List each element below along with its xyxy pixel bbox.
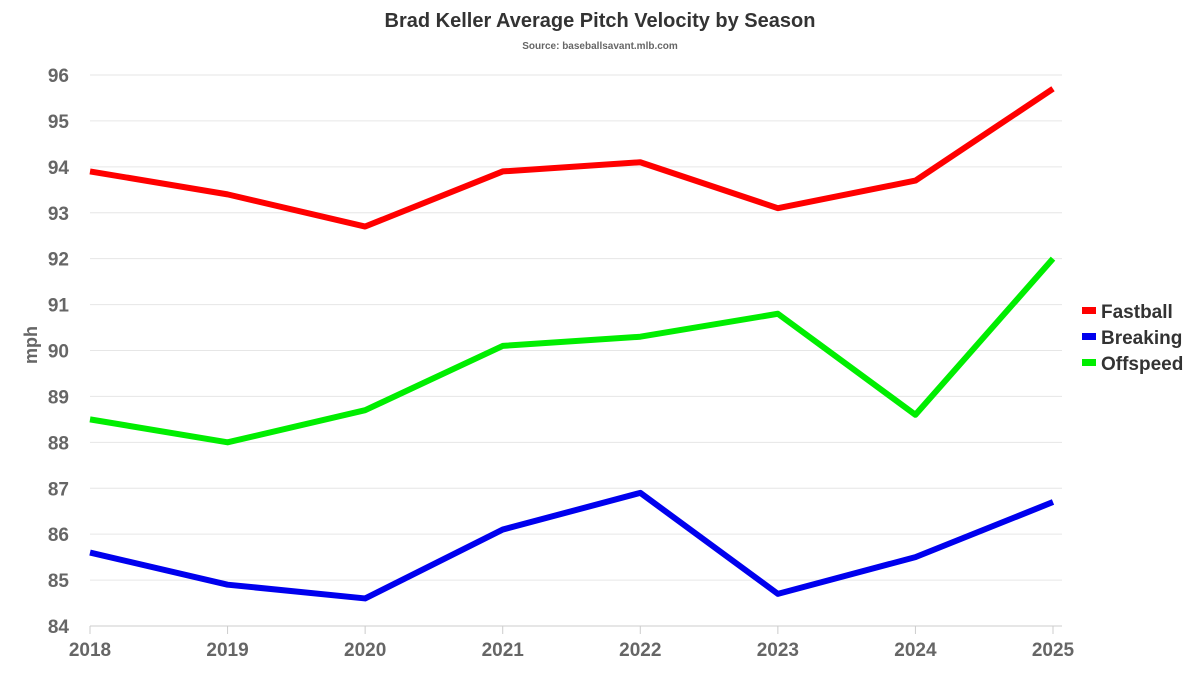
legend-swatch-breaking <box>1082 333 1096 340</box>
y-tick-label: 94 <box>48 158 70 179</box>
y-tick-label: 87 <box>48 479 69 500</box>
x-tick-label: 2019 <box>206 640 248 661</box>
x-tick-label: 2020 <box>344 640 386 661</box>
series-line-breaking <box>89 489 1055 602</box>
y-tick-label: 92 <box>48 250 69 271</box>
chart-subtitle: Source: baseballsavant.mlb.com <box>522 41 678 52</box>
series-line-fastball <box>89 86 1055 230</box>
x-tick-label: 2024 <box>894 640 937 661</box>
y-tick-label: 89 <box>48 387 69 408</box>
y-tick-label: 85 <box>48 571 70 592</box>
y-tick-label: 88 <box>48 433 69 454</box>
y-tick-label: 96 <box>48 66 69 87</box>
series-line-offspeed <box>89 256 1056 446</box>
y-tick-label: 95 <box>48 112 70 133</box>
x-tick-label: 2025 <box>1032 640 1075 661</box>
y-tick-label: 84 <box>48 617 70 638</box>
y-tick-label: 91 <box>48 296 70 317</box>
y-tick-label: 90 <box>48 342 69 363</box>
legend-swatch-fastball <box>1082 307 1096 314</box>
x-tick-label: 2021 <box>482 640 525 661</box>
x-tick-label: 2022 <box>619 640 661 661</box>
legend-label-breaking: Breaking <box>1101 328 1182 349</box>
y-tick-label: 93 <box>48 204 69 225</box>
legend-label-offspeed: Offspeed <box>1101 354 1183 375</box>
y-axis-label: mph <box>21 326 41 364</box>
x-tick-label: 2023 <box>757 640 799 661</box>
y-tick-label: 86 <box>48 525 69 546</box>
x-tick-label: 2018 <box>69 640 111 661</box>
chart-title: Brad Keller Average Pitch Velocity by Se… <box>385 10 816 32</box>
legend-label-fastball: Fastball <box>1101 302 1173 323</box>
legend-swatch-offspeed <box>1082 359 1096 366</box>
